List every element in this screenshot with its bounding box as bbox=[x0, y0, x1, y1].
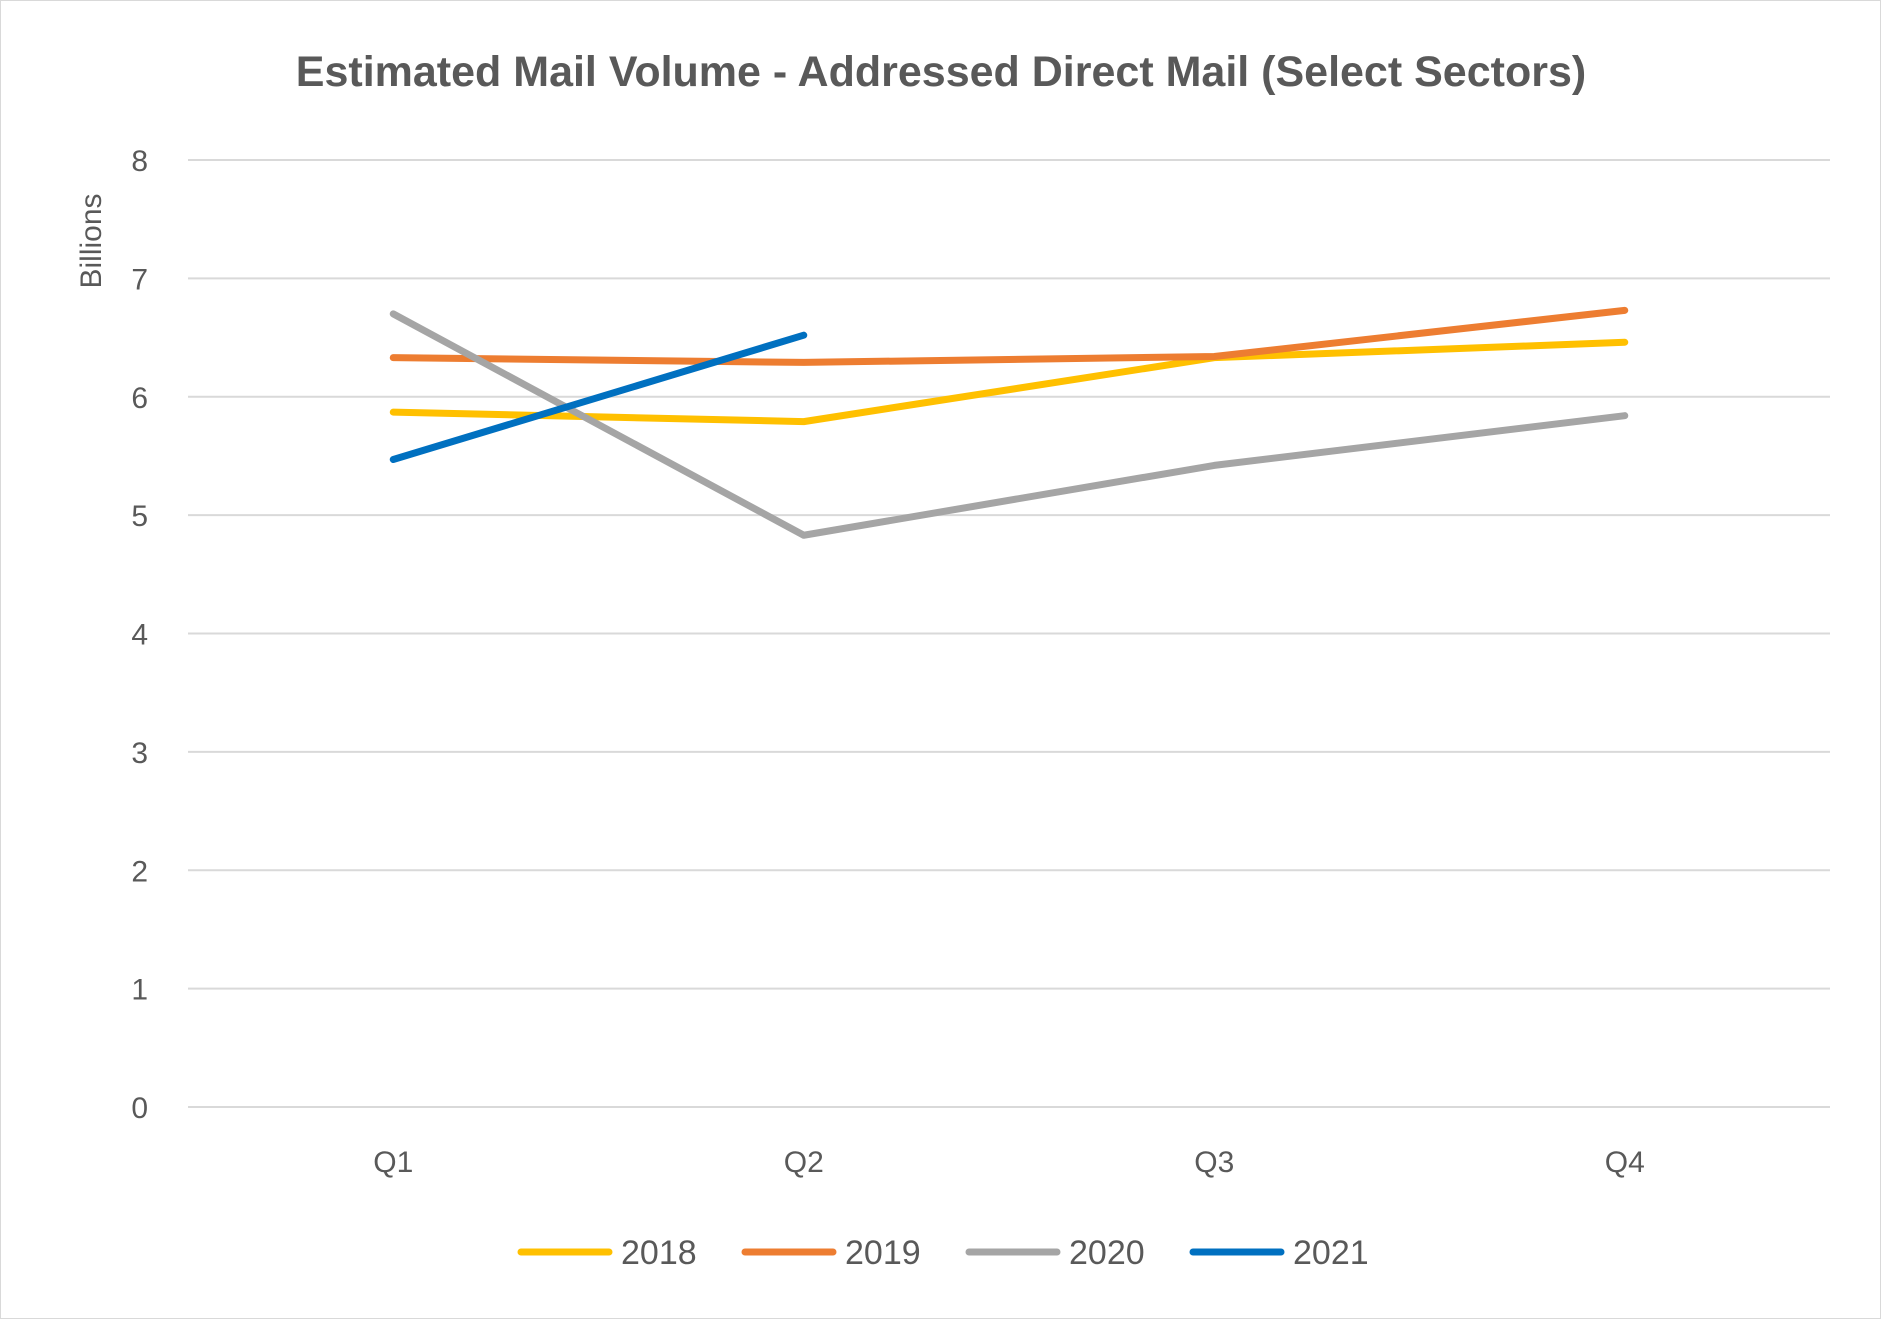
legend-label-2020: 2020 bbox=[1069, 1234, 1145, 1272]
series-line-2018 bbox=[389, 338, 1629, 426]
y-axis-label: Billions bbox=[75, 193, 108, 288]
x-tick-label: Q2 bbox=[784, 1146, 824, 1179]
y-tick-label: 8 bbox=[131, 145, 148, 178]
y-tick-label: 5 bbox=[131, 500, 148, 533]
chart-title: Estimated Mail Volume - Addressed Direct… bbox=[296, 48, 1586, 96]
x-tick-label: Q1 bbox=[373, 1146, 413, 1179]
series-line-2021 bbox=[389, 331, 808, 463]
x-tick-labels: Q1 Q2 Q3 Q4 bbox=[373, 1146, 1645, 1179]
y-tick-label: 1 bbox=[131, 974, 148, 1007]
series-lines bbox=[389, 306, 1629, 539]
legend-label-2019: 2019 bbox=[845, 1234, 921, 1272]
y-tick-label: 6 bbox=[131, 382, 148, 415]
y-tick-label: 3 bbox=[131, 737, 148, 770]
x-tick-label: Q3 bbox=[1194, 1146, 1234, 1179]
y-tick-label: 7 bbox=[131, 263, 148, 296]
y-tick-label: 2 bbox=[131, 855, 148, 888]
legend-label-2018: 2018 bbox=[621, 1234, 697, 1272]
legend: 2018 2019 2020 2021 bbox=[517, 1234, 1369, 1272]
y-tick-labels: 0 1 2 3 4 5 6 7 8 bbox=[131, 145, 148, 1125]
legend-label-2021: 2021 bbox=[1293, 1234, 1369, 1272]
y-tick-label: 4 bbox=[131, 619, 148, 652]
x-tick-label: Q4 bbox=[1605, 1146, 1645, 1179]
y-tick-label: 0 bbox=[131, 1092, 148, 1125]
series-line-2019 bbox=[389, 306, 1629, 366]
gridlines bbox=[188, 159, 1830, 1108]
series-line-2020 bbox=[389, 310, 1629, 539]
